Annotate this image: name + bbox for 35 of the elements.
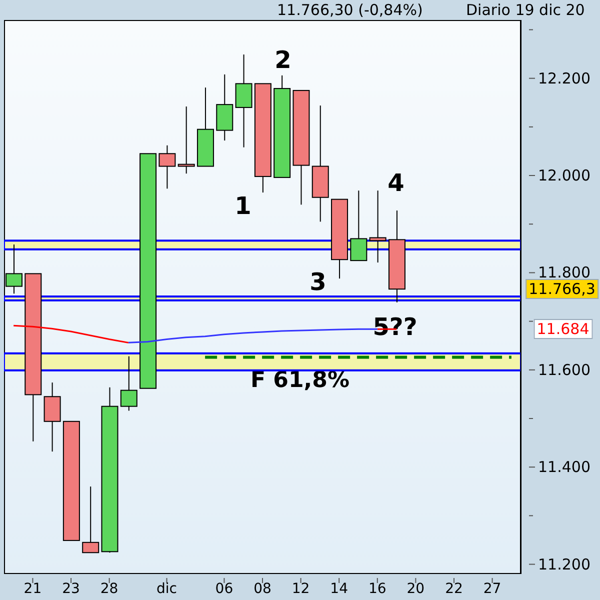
x-tick-label: 28 bbox=[100, 581, 118, 597]
text: 11.684 bbox=[534, 319, 592, 339]
candlestick bbox=[178, 106, 195, 174]
text: 11.766,3 bbox=[526, 279, 598, 299]
annotation: 1 bbox=[234, 192, 252, 220]
x-tick-label: 14 bbox=[330, 581, 348, 597]
x-tick-label: 23 bbox=[62, 581, 80, 597]
x-tick-label: dic bbox=[156, 581, 177, 597]
annotation: F 61,8% bbox=[250, 368, 350, 393]
annotation: 2 bbox=[274, 46, 292, 74]
annotation: 3 bbox=[310, 268, 326, 296]
y-tick-label: 11.600 bbox=[538, 360, 590, 379]
candlestick bbox=[82, 486, 100, 554]
annotation: 4 bbox=[388, 169, 404, 197]
x-tick-label: 22 bbox=[445, 581, 463, 597]
x-tick-label: 16 bbox=[368, 581, 386, 597]
candlestick bbox=[369, 190, 386, 263]
annotation: 5?? bbox=[372, 313, 418, 341]
x-tick-label: 21 bbox=[24, 581, 42, 597]
x-tick-label: 27 bbox=[483, 581, 502, 597]
chart-title: 11.766,30 (-0,84%) bbox=[277, 1, 423, 19]
candlestick bbox=[120, 356, 138, 412]
x-tick-label: 12 bbox=[292, 581, 310, 597]
x-tick-label: 20 bbox=[406, 581, 425, 597]
candlestick bbox=[235, 54, 252, 148]
y-tick-label: 12.000 bbox=[538, 166, 590, 185]
x-tick-label: 08 bbox=[254, 581, 272, 597]
x-tick-label: 06 bbox=[215, 581, 234, 597]
y-tick-label: 12.200 bbox=[538, 69, 590, 88]
y-tick-label: 11.200 bbox=[538, 555, 590, 574]
chart-subtitle: Diario 19 dic 20 bbox=[466, 1, 585, 19]
y-tick-label: 11.800 bbox=[538, 264, 590, 282]
candlestick bbox=[350, 190, 368, 262]
y-tick-label: 11.400 bbox=[538, 458, 590, 476]
candlestick bbox=[158, 144, 176, 190]
